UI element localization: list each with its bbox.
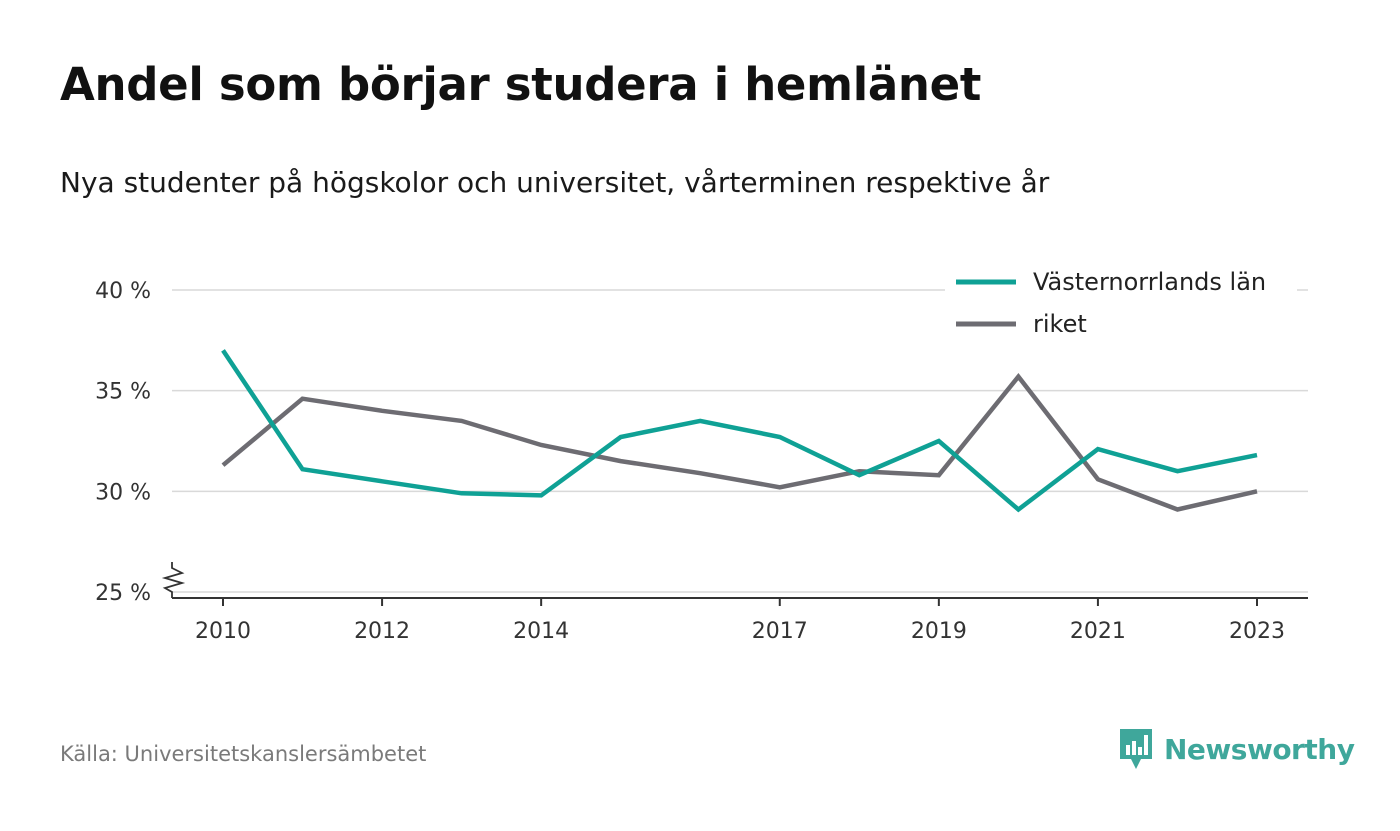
legend-background: [945, 260, 1297, 346]
legend-label: Västernorrlands län: [1033, 268, 1266, 296]
y-tick-label: 30 %: [95, 480, 151, 505]
chart-subtitle: Nya studenter på högskolor och universit…: [60, 166, 1050, 199]
x-tick-label: 2023: [1229, 619, 1285, 644]
chart-title: Andel som börjar studera i hemlänet: [60, 58, 982, 111]
x-tick-label: 2021: [1070, 619, 1126, 644]
series-lines: [221, 349, 1258, 513]
x-tick-label: 2014: [513, 619, 569, 644]
y-tick-label: 40 %: [95, 279, 151, 304]
axis-break-marker: [161, 562, 186, 598]
y-tick-label: 35 %: [95, 380, 151, 405]
y-tick-label: 25 %: [95, 581, 151, 606]
series-line: [221, 372, 1258, 512]
series-line: [221, 349, 1258, 513]
x-tick-label: 2017: [752, 619, 808, 644]
legend: Västernorrlands län riket: [945, 260, 1297, 346]
legend-label: riket: [1033, 310, 1087, 338]
x-tick-label: 2019: [911, 619, 967, 644]
brand-name: Newsworthy: [1164, 732, 1355, 766]
axes: 25 % 30 % 35 % 40 % 2010 2012 2014 2017 2019 2021…: [95, 279, 1308, 644]
line-chart: 25 % 30 % 35 % 40 % 2010 2012 2014 2017 2019 2021…: [95, 260, 1308, 644]
x-tick-label: 2010: [195, 619, 251, 644]
source-note: Källa: Universitetskanslersämbetet: [60, 742, 427, 766]
x-tick-label: 2012: [354, 619, 410, 644]
brand-logo: Newsworthy: [1118, 727, 1355, 771]
newsworthy-logo-icon: [1120, 729, 1152, 769]
